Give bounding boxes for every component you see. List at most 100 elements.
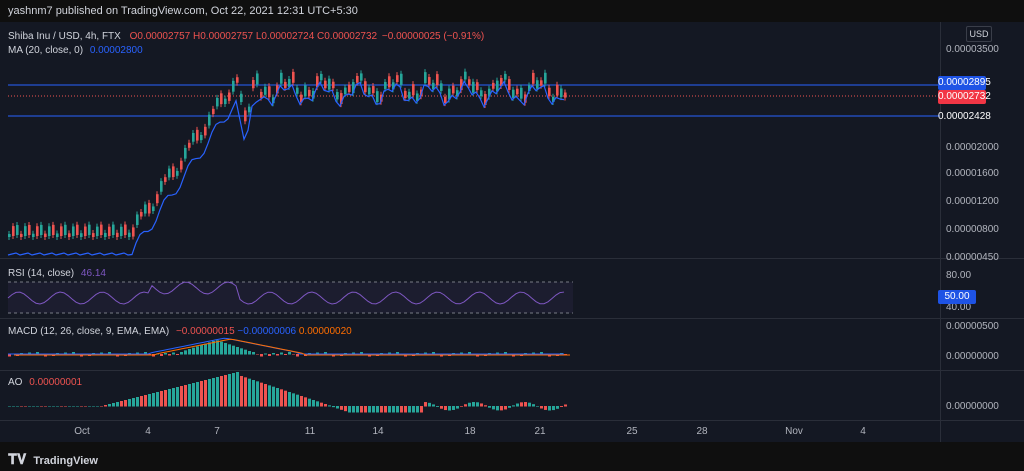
ao-bar <box>184 385 187 407</box>
macd-bar <box>148 354 151 355</box>
macd-signal-value: 0.00000020 <box>298 326 352 337</box>
ao-bar <box>500 406 503 411</box>
candle <box>404 90 407 99</box>
candle <box>544 72 547 84</box>
candle <box>332 81 335 89</box>
pane-separator[interactable] <box>0 258 1024 259</box>
macd-bar <box>268 354 271 356</box>
ao-bar <box>540 406 543 409</box>
candle <box>304 85 307 97</box>
ao-bar <box>396 406 399 413</box>
macd-line <box>8 337 564 355</box>
ao-bar <box>160 391 163 407</box>
candle <box>48 226 51 236</box>
ao-bar <box>464 404 467 407</box>
ao-bar <box>404 406 407 413</box>
pane-separator[interactable] <box>0 370 1024 371</box>
ao-bar <box>204 380 207 407</box>
currency-button[interactable]: USD <box>966 26 992 42</box>
ao-bar <box>484 405 487 407</box>
rsi-line <box>7 281 565 305</box>
macd-bar <box>196 346 199 355</box>
macd-bar <box>200 345 203 355</box>
macd-bar <box>168 354 171 356</box>
ohlc-close: C0.00002732 <box>317 31 378 42</box>
candle <box>424 72 427 84</box>
candle <box>172 166 175 178</box>
candle <box>468 79 471 86</box>
ao-bar <box>64 406 67 407</box>
macd-bar <box>244 349 247 355</box>
ohlc-open: O0.00002757 <box>129 31 191 42</box>
ao-bar <box>132 398 135 407</box>
candle <box>536 80 539 89</box>
ao-bar <box>144 395 147 407</box>
pane-separator[interactable] <box>0 318 1024 319</box>
ao-bar <box>68 406 71 407</box>
macd-bar <box>240 348 243 355</box>
candle <box>496 80 499 92</box>
ao-bar <box>20 406 23 407</box>
ao-bar <box>536 406 539 407</box>
ao-bar <box>96 406 99 407</box>
candle <box>456 90 459 97</box>
ao-bar <box>344 406 347 412</box>
ao-bar <box>76 406 79 407</box>
ohlc-change: −0.00000025 (−0.91%) <box>381 31 485 42</box>
candle <box>260 91 263 98</box>
ao-bar <box>304 397 307 407</box>
ao-bar <box>272 386 275 407</box>
ao-bar <box>516 403 519 407</box>
ao-bar <box>32 406 35 407</box>
candle <box>144 204 147 214</box>
ao-bar <box>528 402 531 407</box>
ao-bar <box>208 379 211 407</box>
candle <box>16 225 19 235</box>
ao-bar <box>312 400 315 407</box>
footer: 𝐓𝐕 TradingView <box>0 442 1024 471</box>
ao-bar <box>280 389 283 407</box>
candle <box>296 87 299 94</box>
candle <box>500 77 503 87</box>
candle <box>12 226 15 236</box>
candle <box>40 224 43 235</box>
ao-bar <box>284 390 287 407</box>
ao-bar <box>28 406 31 407</box>
ma-legend[interactable]: MA (20, close, 0) 0.00002800 <box>8 45 143 56</box>
candle <box>556 84 559 96</box>
ao-bar <box>440 406 443 409</box>
tradingview-logo[interactable]: 𝐓𝐕 TradingView <box>8 451 98 468</box>
chart-canvas[interactable] <box>0 22 940 442</box>
macd-bar <box>324 352 327 355</box>
macd-bar <box>248 351 251 355</box>
macd-legend[interactable]: MACD (12, 26, close, 9, EMA, EMA) −0.000… <box>8 326 352 337</box>
rsi-value: 46.14 <box>80 268 106 279</box>
ao-legend[interactable]: AO 0.00000001 <box>8 377 82 388</box>
candle <box>24 226 27 236</box>
ao-bar <box>36 406 39 407</box>
ao-bar <box>136 397 139 407</box>
macd-label: MACD (12, 26, close, 9, EMA, EMA) <box>8 326 170 337</box>
candle <box>56 233 59 237</box>
ma-line <box>7 80 565 256</box>
ao-bar <box>560 406 563 407</box>
candle <box>128 232 131 237</box>
ao-bar <box>228 374 231 407</box>
macd-bar <box>236 347 239 355</box>
macd-bar <box>288 352 291 355</box>
candle <box>488 88 491 97</box>
ao-bar <box>232 373 235 407</box>
ohlc-low: L0.00002724 <box>255 31 315 42</box>
candle <box>268 86 271 98</box>
candle <box>156 194 159 204</box>
symbol-legend[interactable]: Shiba Inu / USD, 4h, FTX O0.00002757 H0.… <box>8 31 484 42</box>
ao-bar <box>324 404 327 407</box>
rsi-legend[interactable]: RSI (14, close) 46.14 <box>8 268 106 279</box>
ao-bar <box>520 402 523 407</box>
ao-bar <box>544 406 547 410</box>
candle <box>180 160 183 170</box>
ao-bar <box>468 402 471 407</box>
ao-bar <box>16 406 19 407</box>
ao-bar <box>108 404 111 407</box>
ao-bar <box>308 398 311 407</box>
